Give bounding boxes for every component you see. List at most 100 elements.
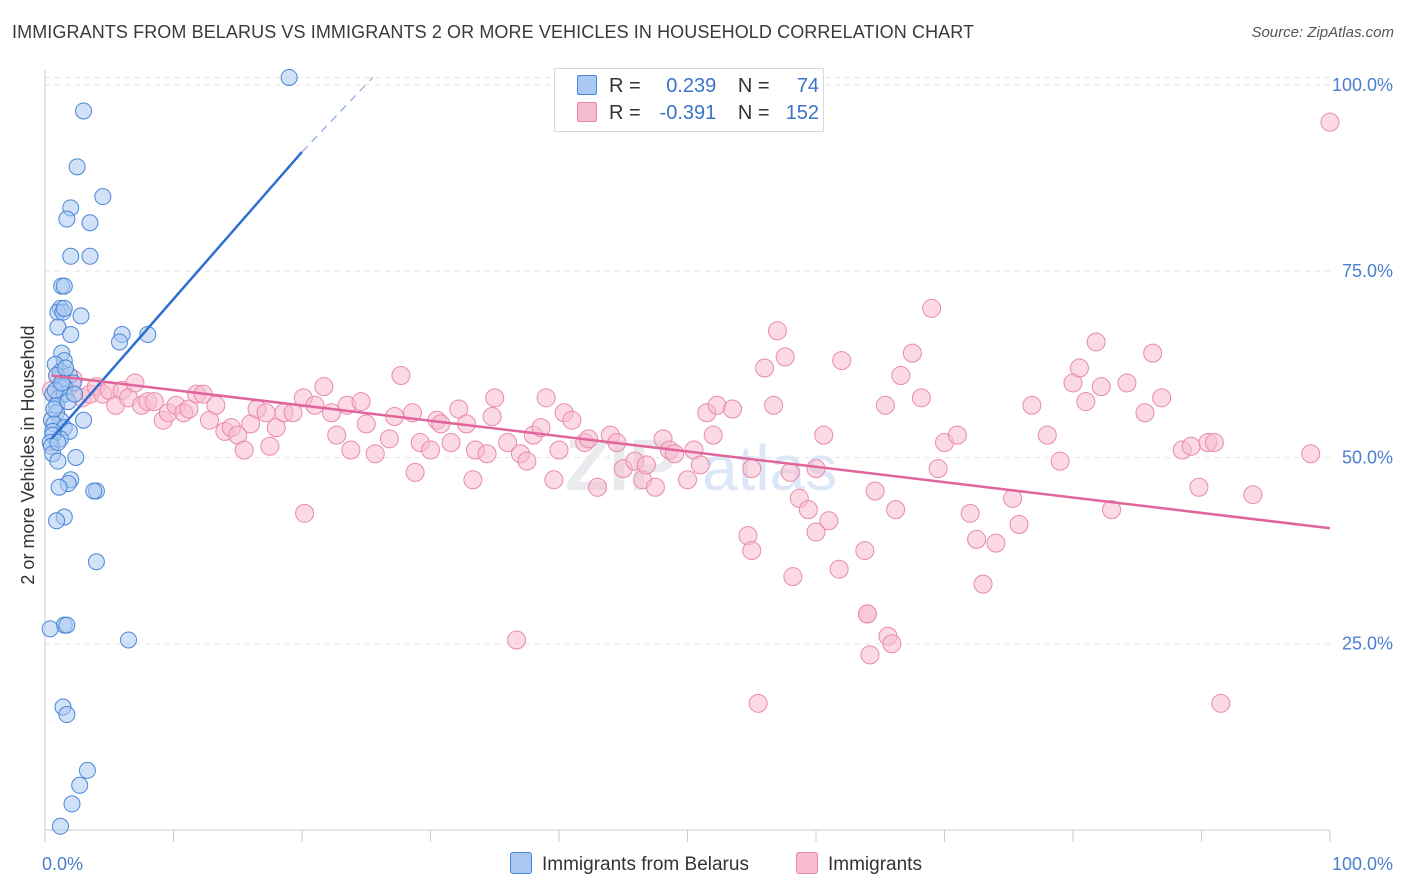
immigrants-point-99 <box>764 395 784 415</box>
belarus-point-2 <box>68 158 86 176</box>
immigrants-point-100 <box>767 321 787 341</box>
immigrants-point-70 <box>531 418 551 438</box>
belarus-point-67 <box>51 817 69 835</box>
belarus-point-7 <box>62 247 80 265</box>
immigrants-point-150 <box>1243 485 1263 505</box>
immigrants-point-64 <box>485 388 505 408</box>
immigrants-point-114 <box>865 481 885 501</box>
immigrants-trend-line <box>51 374 1331 530</box>
immigrants-point-34 <box>266 418 286 438</box>
belarus-point-48 <box>49 452 67 470</box>
immigrants-point-47 <box>365 444 385 464</box>
belarus-point-59 <box>58 616 76 634</box>
belarus-point-8 <box>81 247 99 265</box>
immigrants-point-65 <box>498 433 518 453</box>
immigrants-point-152 <box>1211 693 1231 713</box>
immigrants-point-63 <box>482 406 502 426</box>
bottom-legend-belarus: Immigrants from Belarus <box>510 852 749 876</box>
immigrants-point-149 <box>1204 433 1224 453</box>
immigrants-point-123 <box>928 459 948 479</box>
immigrants-point-101 <box>775 347 795 367</box>
immigrants-point-113 <box>860 645 880 665</box>
immigrants-point-13 <box>125 373 145 393</box>
legend-swatch-blue <box>577 75 597 95</box>
immigrants-point-95 <box>722 399 742 419</box>
immigrants-point-60 <box>463 470 483 490</box>
immigrants-point-45 <box>351 392 371 412</box>
immigrants-point-142 <box>1135 403 1155 423</box>
belarus-point-14 <box>55 299 73 317</box>
immigrants-point-48 <box>379 429 399 449</box>
belarus-point-57 <box>87 553 105 571</box>
immigrants-point-111 <box>855 541 875 561</box>
immigrants-point-44 <box>341 440 361 460</box>
immigrants-point-105 <box>798 500 818 520</box>
belarus-point-1 <box>75 102 93 120</box>
immigrants-point-127 <box>967 529 987 549</box>
belarus-point-71 <box>45 400 63 418</box>
immigrants-point-0 <box>1320 112 1340 132</box>
immigrants-point-50 <box>391 365 411 385</box>
immigrants-point-102 <box>780 462 800 482</box>
immigrants-point-110 <box>832 351 852 371</box>
legend-row-belarus: R = 0.239 N = 74 <box>577 75 819 101</box>
immigrants-point-115 <box>875 395 895 415</box>
immigrants-point-97 <box>742 459 762 479</box>
bottom-legend-swatch-pink <box>796 852 818 874</box>
belarus-point-3 <box>94 188 112 206</box>
immigrants-point-68 <box>517 451 537 471</box>
immigrants-point-62 <box>477 444 497 464</box>
belarus-trend-line <box>50 151 303 440</box>
immigrants-point-147 <box>1189 477 1209 497</box>
immigrants-point-40 <box>314 377 334 397</box>
y-tick-labels: 25.0% 50.0% 75.0% 100.0% <box>1332 75 1393 654</box>
belarus-point-16 <box>49 318 67 336</box>
immigrants-point-140 <box>1102 500 1122 520</box>
immigrants-point-132 <box>1022 395 1042 415</box>
y-tick-label-2: 75.0% <box>1342 261 1393 281</box>
x-tick-marks <box>44 830 1331 842</box>
immigrants-point-139 <box>1091 377 1111 397</box>
immigrants-point-89 <box>678 470 697 490</box>
belarus-point-70 <box>66 385 84 403</box>
immigrants-point-117 <box>882 634 902 654</box>
belarus-point-65 <box>71 776 89 794</box>
immigrants-point-91 <box>690 455 710 475</box>
immigrants-point-118 <box>886 500 906 520</box>
immigrants-point-108 <box>819 511 839 531</box>
immigrants-point-16 <box>144 392 164 412</box>
belarus-point-69 <box>57 359 75 377</box>
immigrants-point-104 <box>783 567 803 587</box>
belarus-point-40 <box>75 411 93 429</box>
source-label: Source: ZipAtlas.com <box>1251 24 1394 41</box>
belarus-point-61 <box>120 631 138 649</box>
bottom-legend-immigrants: Immigrants <box>796 852 922 876</box>
belarus-point-60 <box>41 620 59 638</box>
immigrants-point-156 <box>857 604 877 624</box>
immigrants-point-138 <box>1086 332 1106 352</box>
immigrants-point-151 <box>1301 444 1321 464</box>
belarus-point-15 <box>72 307 90 325</box>
legend-r-value-immigrants: -0.391 <box>659 102 717 124</box>
immigrants-point-106 <box>806 522 826 542</box>
immigrants-point-78 <box>588 477 608 497</box>
immigrants-point-42 <box>327 425 347 445</box>
immigrants-point-133 <box>1037 425 1057 445</box>
immigrants-point-67 <box>507 630 527 650</box>
legend-n-value-belarus: 74 <box>796 75 820 97</box>
belarus-point-54 <box>85 482 103 500</box>
immigrants-point-125 <box>947 425 967 445</box>
legend-r-value-belarus: 0.239 <box>666 75 717 97</box>
immigrants-point-46 <box>356 414 376 434</box>
belarus-point-64 <box>78 761 96 779</box>
immigrants-point-122 <box>922 298 942 318</box>
immigrants-point-131 <box>1009 515 1029 535</box>
belarus-point-18 <box>139 326 157 344</box>
belarus-point-20 <box>111 333 129 351</box>
immigrants-point-29 <box>234 440 254 460</box>
immigrants-point-73 <box>549 440 569 460</box>
immigrants-point-93 <box>703 425 723 445</box>
immigrants-point-38 <box>295 503 315 523</box>
legend-swatch-pink <box>577 102 597 122</box>
immigrants-points <box>41 112 1340 713</box>
